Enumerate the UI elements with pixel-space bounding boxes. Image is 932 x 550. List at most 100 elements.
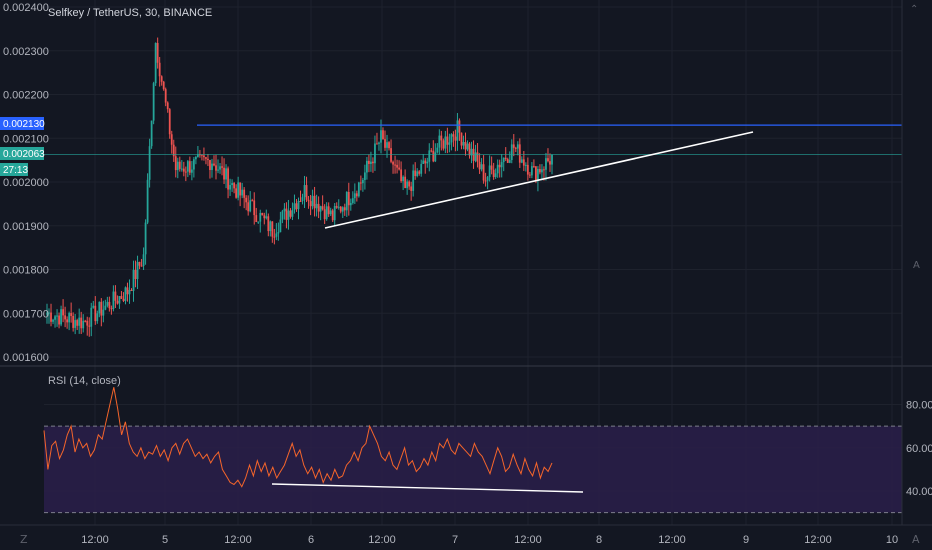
candle-body (462, 141, 465, 146)
price-tick-label: 0.002300 (3, 46, 49, 58)
candle-body (188, 161, 191, 173)
candle-body (146, 179, 149, 223)
candle-body (343, 207, 346, 211)
candle-body (528, 174, 531, 176)
candle-body (539, 169, 541, 173)
price-tick-label: 0.002000 (3, 177, 49, 189)
price-tick-label: 0.002100 (3, 133, 49, 145)
candle-body (476, 152, 479, 162)
candle-body (386, 142, 388, 148)
candle-body (366, 160, 368, 173)
candle-body (249, 200, 252, 212)
candle-body (547, 158, 549, 162)
candle-body (287, 210, 290, 220)
candle-body (514, 147, 517, 149)
candle-body (245, 197, 248, 203)
candle-body (231, 183, 233, 186)
candle-body (406, 181, 409, 189)
candle-body (317, 203, 320, 212)
candle-body (144, 222, 147, 255)
candle-body (482, 164, 485, 181)
time-tick-label: 12:00 (804, 534, 832, 546)
chart-title[interactable]: Selfkey / TetherUS, 30, BINANCE (48, 7, 212, 19)
candle-body (438, 135, 441, 148)
candle-body (460, 132, 463, 146)
candle-body (279, 219, 282, 233)
candle-body (297, 200, 300, 210)
candle-body (80, 317, 83, 329)
rsi-title[interactable]: RSI (14, close) (48, 375, 121, 387)
candle-body (58, 315, 60, 325)
candle-body (273, 236, 276, 238)
candle-body (162, 81, 165, 90)
rsi-band-fill (44, 426, 902, 513)
svg-text:⌃: ⌃ (910, 4, 918, 15)
candle-body (372, 161, 374, 164)
candle-body (168, 109, 171, 135)
candle-body (315, 203, 318, 209)
rsi-tick-label: 60.00 (906, 443, 932, 455)
timezone-icon[interactable]: Z (20, 533, 28, 546)
candle-body (66, 319, 69, 323)
time-axis[interactable]: 12:00 5 12:00 6 12:00 7 12:00 8 12:00 9 12:00 10 (81, 534, 898, 546)
candle-body (74, 320, 77, 328)
candle-body (402, 176, 405, 182)
candle-body (311, 195, 314, 207)
time-tick-label: 5 (162, 534, 168, 546)
candle-body (235, 188, 238, 198)
candle-body (98, 301, 101, 314)
candle-body (412, 170, 415, 191)
candle-body (184, 171, 187, 173)
candle-body (285, 208, 288, 220)
candle-body (251, 200, 254, 202)
candle-body (432, 150, 435, 162)
candle-body (496, 164, 499, 174)
candle-body (333, 206, 336, 221)
candle-body (156, 42, 159, 63)
candle-body (337, 206, 340, 208)
candle-body (148, 146, 151, 180)
candle-body (452, 134, 455, 137)
candle-body (388, 142, 390, 149)
candle-body (154, 42, 157, 84)
candle-body (227, 168, 229, 190)
candle-body (502, 157, 505, 163)
candle-body (52, 319, 54, 322)
candle-body (508, 160, 511, 163)
candle-body (211, 163, 213, 170)
candle-body (313, 195, 316, 209)
collapse-icon[interactable]: ⌃ (910, 4, 918, 15)
candle-body (424, 160, 427, 164)
rsi-trendline[interactable] (271, 483, 584, 493)
candle-body (545, 158, 547, 170)
time-tick-label: 7 (452, 534, 458, 546)
svg-text:Z: Z (20, 533, 28, 546)
time-tick-label: 12:00 (224, 534, 252, 546)
candle-body (347, 191, 350, 206)
candle-body (516, 144, 519, 149)
candle-body (339, 206, 342, 212)
time-tick-label: 12:00 (658, 534, 686, 546)
candle-body (275, 233, 278, 237)
candle-body (182, 168, 185, 172)
candle-body (530, 166, 533, 176)
candle-body (398, 167, 400, 170)
candle-body (203, 155, 205, 158)
candle-body (196, 154, 199, 157)
price-trendline[interactable] (324, 131, 754, 229)
rsi-axis[interactable]: 80.00 60.00 40.00 (906, 400, 932, 499)
price-tick-label: 0.001700 (3, 308, 49, 320)
candle-body (289, 210, 292, 217)
candle-body (114, 291, 117, 301)
candle-body (404, 176, 407, 189)
auto-scale-icon[interactable]: A (912, 533, 920, 546)
candle-body (351, 198, 354, 203)
candle-body (357, 182, 360, 197)
scale-a-icon-top[interactable]: A (913, 260, 920, 271)
price-tick-label: 0.001900 (3, 221, 49, 233)
candle-body (205, 157, 207, 159)
candle-body (126, 287, 129, 295)
price-axis[interactable]: 0.002400 0.002300 0.002200 0.002100 0.002000… (3, 2, 49, 364)
price-tick-label: 0.001600 (3, 352, 49, 364)
